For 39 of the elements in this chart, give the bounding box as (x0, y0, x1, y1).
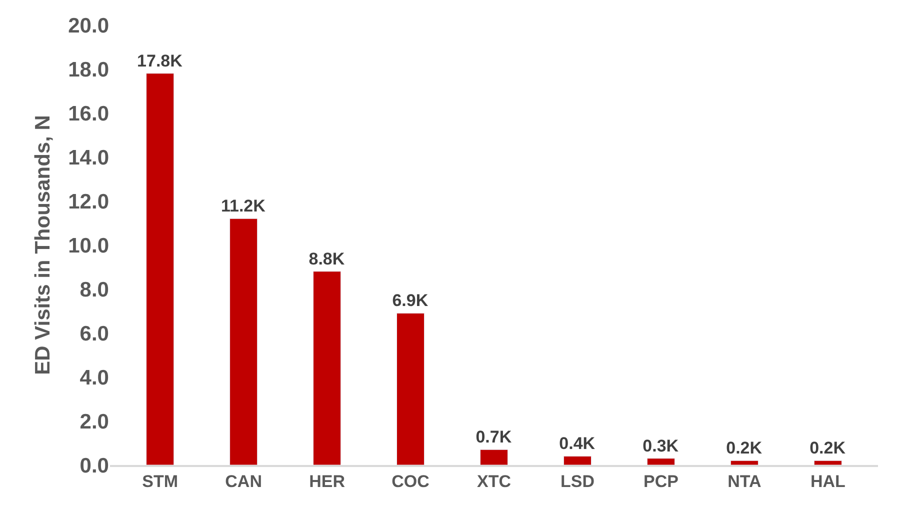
bar (730, 460, 758, 465)
y-tick-label: 6.0 (80, 322, 109, 346)
x-tick-label: NTA (728, 472, 762, 492)
y-tick-label: 8.0 (80, 278, 109, 302)
y-tick-label: 10.0 (68, 234, 109, 258)
x-tick-label: XTC (477, 472, 511, 492)
y-tick-label: 12.0 (68, 190, 109, 214)
x-tick-label: COC (392, 472, 430, 492)
data-label: 0.3K (642, 436, 680, 456)
bar (396, 312, 425, 465)
x-tick-label: HAL (810, 472, 846, 492)
y-tick-label: 16.0 (68, 102, 109, 126)
data-label: 8.8K (308, 249, 346, 268)
data-label: 17.8K (137, 51, 184, 70)
data-label: 11.2K (220, 196, 266, 216)
y-tick-label: 14.0 (68, 146, 109, 170)
data-label: 0.7K (476, 428, 512, 447)
bar (563, 456, 592, 465)
x-tick-label: LSD (560, 472, 594, 492)
data-label: 6.9K (392, 291, 429, 310)
x-tick-label: STM (142, 472, 178, 492)
y-tick-label: 2.0 (80, 410, 109, 434)
bar (230, 218, 258, 465)
bar (313, 271, 342, 465)
bar (646, 458, 675, 465)
bar (480, 449, 508, 465)
bar (146, 73, 174, 465)
y-tick-label: 18.0 (68, 58, 109, 82)
y-tick-label: 20.0 (68, 14, 109, 38)
data-label: 0.2K (810, 438, 846, 458)
data-label: 0.4K (559, 434, 596, 454)
x-tick-label: CAN (225, 472, 262, 492)
y-tick-label: 4.0 (80, 366, 109, 390)
y-tick-label: 0.0 (80, 454, 109, 478)
data-label: 0.2K (726, 438, 763, 458)
x-tick-label: PCP (643, 472, 678, 492)
x-tick-label: HER (309, 472, 345, 492)
y-axis-title: ED Visits in Thousands, N (31, 115, 54, 375)
bar (814, 460, 842, 465)
